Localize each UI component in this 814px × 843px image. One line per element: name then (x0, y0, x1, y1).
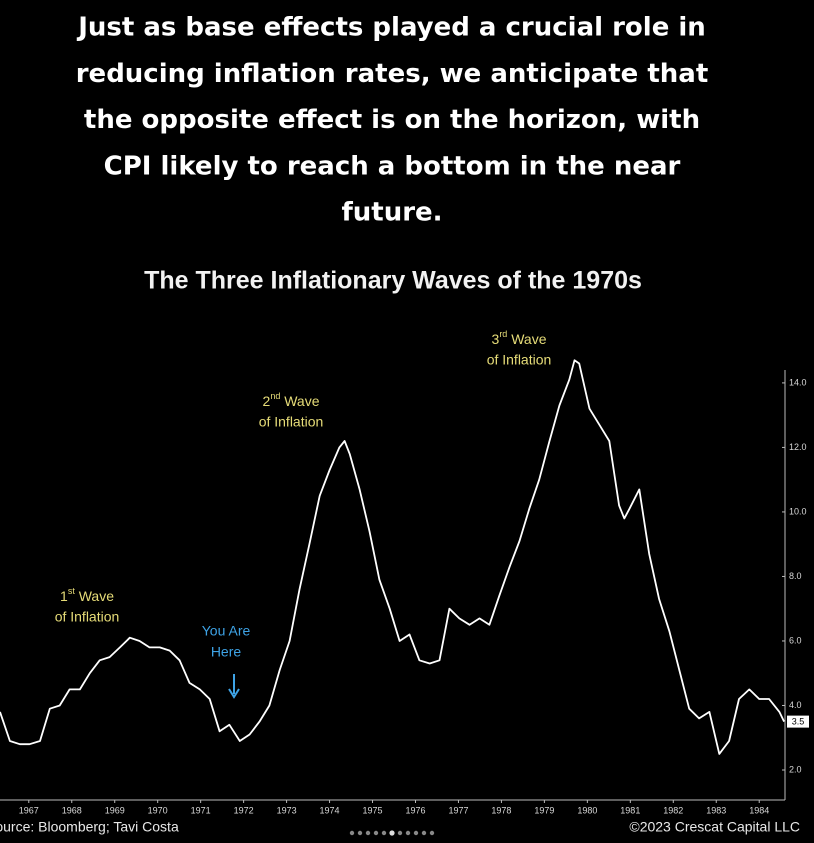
wave-label: 1st Wave (60, 586, 114, 603)
wave-label: 3rd Wave (492, 329, 547, 346)
x-tick-label: 1979 (534, 805, 554, 815)
you-are-here: Here (211, 644, 242, 660)
wave-number: 3 (492, 331, 500, 347)
x-tick-label: 1978 (491, 805, 511, 815)
headline-line: Just as base effects played a crucial ro… (76, 13, 706, 43)
source: Source: Bloomberg; Tavi Costa (0, 819, 179, 835)
x-tick-label: 1984 (749, 805, 769, 815)
you-are-here: You Are (202, 623, 251, 639)
x-tick-label: 1977 (448, 805, 468, 815)
wave-ordinal: nd (270, 391, 280, 401)
x-tick-label: 1969 (105, 805, 125, 815)
chart-title: The Three Inflationary Waves of the 1970… (144, 267, 642, 295)
wave-label-line2: of Inflation (259, 414, 324, 430)
wave-text: Wave (75, 588, 114, 604)
x-tick-label: 1980 (577, 805, 597, 815)
x-tick-label: 1972 (234, 805, 254, 815)
y-tick-label: 14.0 (789, 377, 807, 387)
x-tick-label: 1968 (62, 805, 82, 815)
y-tick-label: 6.0 (789, 635, 802, 645)
wave-number: 2 (263, 393, 271, 409)
end-label-box (787, 715, 809, 728)
x-tick-label: 1976 (405, 805, 425, 815)
wave-ordinal: rd (499, 329, 507, 339)
pagination-dots (349, 830, 435, 836)
x-tick-label: 1975 (363, 805, 383, 815)
end-label: 3.5 (792, 716, 805, 726)
x-tick-label: 1973 (277, 805, 297, 815)
headline-line: CPI likely to reach a bottom in the near (104, 151, 681, 181)
y-tick-label: 8.0 (789, 571, 802, 581)
copyright: ©2023 Crescat Capital LLC (629, 819, 800, 835)
wave-label-line2: of Inflation (487, 352, 552, 368)
wave-text: Wave (507, 331, 546, 347)
x-tick-label: 1967 (19, 805, 39, 815)
arrow (228, 674, 240, 699)
x-tick-label: 1981 (620, 805, 640, 815)
y-tick-label: 10.0 (789, 506, 807, 516)
wave-number: 1 (60, 588, 68, 604)
headline-line: the opposite effect is on the horizon, w… (84, 105, 700, 135)
y-tick-label: 4.0 (789, 700, 802, 710)
headline-line: future. (341, 198, 442, 228)
x-tick-label: 1970 (148, 805, 168, 815)
wave-ordinal: st (68, 586, 76, 596)
x-tick-label: 1982 (663, 805, 683, 815)
x-tick-label: 1983 (706, 805, 726, 815)
cpi-line (0, 359, 785, 755)
wave-text: Wave (280, 393, 319, 409)
x-tick-label: 1974 (320, 805, 340, 815)
wave-label-line2: of Inflation (55, 609, 120, 625)
x-tick-label: 1971 (191, 805, 211, 815)
wave-label: 2nd Wave (263, 391, 320, 408)
y-tick-label: 12.0 (789, 442, 807, 452)
y-tick-label: 2.0 (789, 764, 802, 774)
headline-line: reducing inflation rates, we anticipate … (76, 59, 709, 89)
